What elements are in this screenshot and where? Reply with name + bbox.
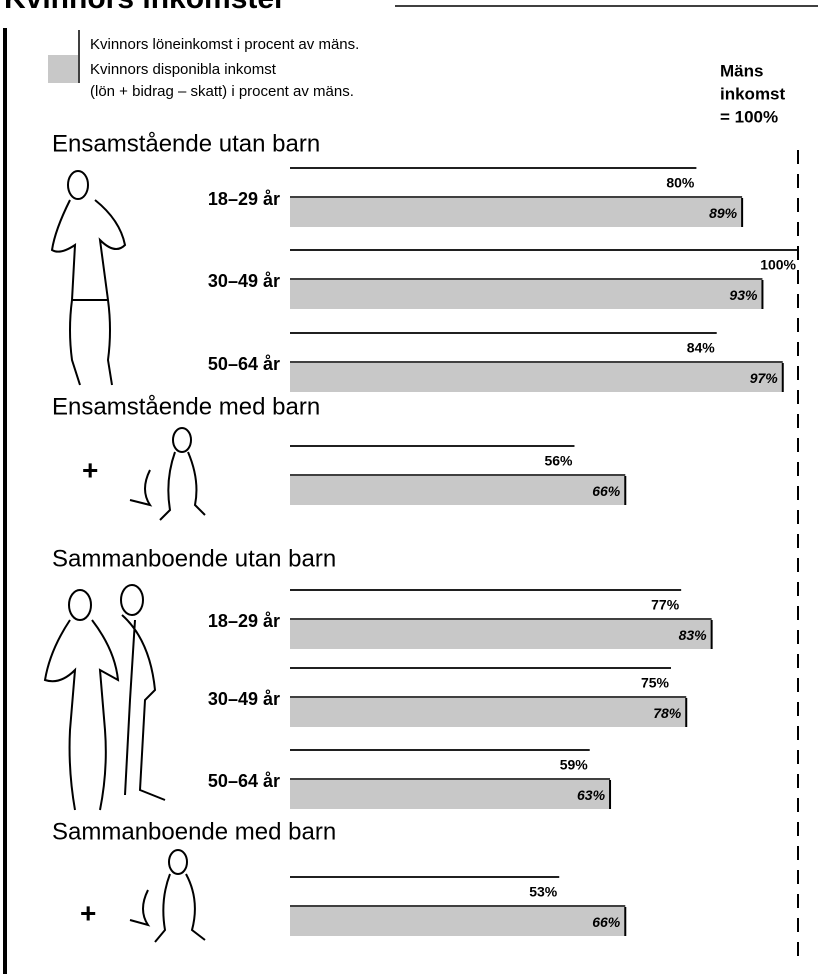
legend-label: Kvinnors disponibla inkomst [90,61,277,78]
plus-sign: + [82,454,98,485]
figure-couple-child: + [80,850,205,942]
value-label: 56% [544,453,573,469]
bar [290,698,686,727]
row-label: 50–64 år [208,354,280,374]
legend-note: (lön + bidrag – skatt) i procent av mäns… [90,83,354,100]
bar [290,476,625,505]
value-label: 66% [592,483,621,499]
group-title: Sammanboende med barn [52,818,336,845]
legend-swatch [48,55,78,83]
value-label: 83% [679,627,708,643]
value-label: 77% [651,597,680,613]
row-label: 18–29 år [208,611,280,631]
group-title: Ensamstående med barn [52,393,320,420]
chart: Kvinnors inkomster + + Kvinnors löneinko… [0,0,822,974]
value-label: 66% [592,914,621,930]
plus-sign: + [80,897,96,928]
group-title: Ensamstående utan barn [52,130,320,157]
value-label: 75% [641,675,670,691]
row-label: 50–64 år [208,771,280,791]
bar [290,363,783,392]
value-label: 97% [750,370,779,386]
legend-label: Kvinnors löneinkomst i procent av mäns. [90,36,359,53]
group-title: Sammanboende utan barn [52,545,336,572]
figure-woman [52,171,125,385]
row-label: 30–49 år [208,689,280,709]
value-label: 59% [560,757,589,773]
reference-label: inkomst [720,84,786,103]
figure-woman-child: + [82,428,205,520]
reference-label: Mäns [720,61,763,80]
value-label: 53% [529,884,558,900]
bar [290,280,762,309]
bar [290,780,610,809]
reference-label: = 100% [720,107,778,126]
chart-title: Kvinnors inkomster [4,0,286,15]
row-label: 30–49 år [208,271,280,291]
value-label: 93% [729,287,758,303]
row-label: 18–29 år [208,189,280,209]
value-label: 80% [666,175,695,191]
bar [290,620,712,649]
bar [290,198,742,227]
value-label: 100% [760,257,796,273]
figure-couple [45,585,165,810]
bar [290,907,625,936]
value-label: 84% [687,340,716,356]
value-label: 63% [577,787,606,803]
value-label: 78% [653,705,682,721]
value-label: 89% [709,205,738,221]
